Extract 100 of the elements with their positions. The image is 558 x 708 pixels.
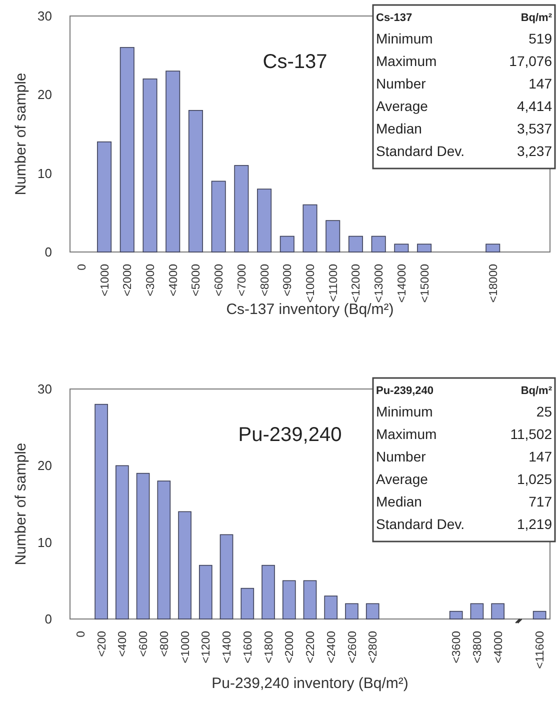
x-tick-label: <12000 bbox=[350, 264, 363, 303]
bar bbox=[262, 564, 275, 620]
x-tick-label: <11000 bbox=[328, 264, 340, 302]
bar bbox=[188, 110, 203, 252]
annotation: Average bbox=[376, 98, 428, 114]
annotation: Standard Dev. bbox=[376, 516, 464, 532]
annotation: Bq/m² bbox=[520, 385, 552, 397]
bar bbox=[257, 188, 272, 252]
y-tick-label: 20 bbox=[38, 458, 52, 474]
annotation: 147 bbox=[528, 448, 552, 464]
annotation: 1,219 bbox=[516, 516, 552, 532]
x-tick-label: <2000 bbox=[122, 264, 134, 296]
annotation: Cs-137 bbox=[376, 12, 412, 24]
x-tick-label: 0 bbox=[75, 631, 88, 638]
annotation: 11,502 bbox=[510, 426, 552, 442]
y-tick-label: 0 bbox=[44, 612, 52, 627]
y-axis-title: Number of sample bbox=[12, 72, 30, 196]
annotation: Median bbox=[376, 494, 422, 510]
y-axis-title: Number of sample bbox=[12, 442, 30, 566]
bar bbox=[302, 204, 318, 252]
x-tick-label: <2200 bbox=[305, 631, 318, 664]
bar bbox=[240, 588, 254, 620]
bar bbox=[198, 564, 212, 620]
x-tick-label: <3600 bbox=[451, 631, 464, 664]
bar bbox=[211, 180, 226, 252]
bar bbox=[97, 141, 112, 252]
x-tick-label: <2400 bbox=[326, 631, 338, 664]
x-axis-title: Cs-137 inventory (Bq/m²) bbox=[226, 301, 394, 318]
x-tick-label: <15000 bbox=[419, 264, 432, 303]
bar bbox=[94, 404, 108, 620]
y-tick-label: 30 bbox=[38, 8, 52, 24]
bar bbox=[532, 610, 546, 620]
bar bbox=[324, 596, 338, 620]
x-tick-label: <2600 bbox=[346, 631, 359, 664]
bar bbox=[120, 47, 134, 252]
annotation: Pu-239,240 bbox=[376, 385, 434, 397]
x-tick-label: <18000 bbox=[488, 264, 500, 303]
bar bbox=[486, 244, 500, 252]
annotation: 3,237 bbox=[516, 143, 552, 159]
x-tick-label: <1600 bbox=[242, 631, 254, 664]
bar bbox=[234, 165, 249, 252]
x-tick-label: <1000 bbox=[180, 631, 192, 664]
annotation: 3,537 bbox=[516, 120, 552, 136]
x-tick-label: <5000 bbox=[190, 264, 203, 296]
x-tick-label: <3800 bbox=[472, 631, 484, 664]
bar bbox=[417, 244, 432, 252]
bar bbox=[470, 603, 484, 620]
x-tick-label: <7000 bbox=[236, 264, 248, 296]
x-tick-label: <8000 bbox=[259, 264, 272, 296]
x-tick-label: <14000 bbox=[396, 264, 408, 303]
bar bbox=[348, 236, 363, 252]
x-tick-label: <10000 bbox=[305, 264, 318, 303]
annotation: Maximum bbox=[376, 426, 437, 442]
x-tick-label: <2000 bbox=[284, 631, 296, 664]
bar bbox=[326, 220, 340, 252]
x-tick-label: <9000 bbox=[282, 264, 294, 296]
bar bbox=[282, 580, 296, 620]
x-tick-label: <4000 bbox=[168, 264, 180, 296]
x-tick-label: <1400 bbox=[222, 631, 234, 664]
x-tick-label: <11600 bbox=[534, 631, 547, 669]
x-tick-label: <800 bbox=[158, 631, 171, 657]
x-axis-title: Pu-239,240 inventory (Bq/m²) bbox=[212, 675, 408, 692]
annotation: 25 bbox=[536, 404, 552, 420]
annotation: Number bbox=[376, 448, 426, 464]
bar bbox=[371, 236, 386, 252]
bar bbox=[366, 603, 380, 620]
y-tick-label: 10 bbox=[38, 534, 52, 550]
text: Pu-239,240 bbox=[238, 424, 342, 446]
x-tick-label: <13000 bbox=[374, 264, 386, 303]
y-tick-label: 20 bbox=[38, 87, 52, 102]
annotation: 17,076 bbox=[509, 53, 552, 69]
y-tick-label: 0 bbox=[44, 244, 52, 260]
x-tick-label: <400 bbox=[117, 631, 130, 657]
bar bbox=[142, 78, 158, 252]
bar bbox=[166, 70, 180, 252]
bar bbox=[116, 465, 129, 620]
annotation: Maximum bbox=[376, 53, 437, 69]
y-tick-label: 30 bbox=[38, 382, 52, 397]
text: Cs-137 bbox=[262, 51, 328, 73]
annotation: Standard Dev. bbox=[376, 143, 464, 159]
annotation: Minimum bbox=[376, 404, 433, 420]
annotation: 717 bbox=[528, 494, 552, 510]
bar bbox=[220, 534, 234, 620]
x-tick-label: <1800 bbox=[263, 631, 276, 664]
annotation: Average bbox=[376, 471, 428, 487]
bar bbox=[178, 511, 192, 620]
x-tick-label: 0 bbox=[76, 264, 88, 270]
x-tick-label: <1200 bbox=[200, 631, 213, 664]
x-tick-label: <3000 bbox=[145, 264, 158, 296]
x-tick-label: <200 bbox=[96, 631, 108, 657]
bar bbox=[491, 603, 504, 620]
bar bbox=[303, 580, 317, 620]
bar bbox=[280, 236, 294, 252]
annotation: Minimum bbox=[376, 30, 433, 46]
annotation: Median bbox=[376, 120, 422, 136]
x-tick-label: <4000 bbox=[492, 631, 505, 664]
annotation: 147 bbox=[528, 76, 552, 92]
annotation: 4,414 bbox=[516, 98, 552, 114]
x-tick-label: <600 bbox=[138, 631, 150, 657]
annotation: 519 bbox=[528, 30, 552, 46]
